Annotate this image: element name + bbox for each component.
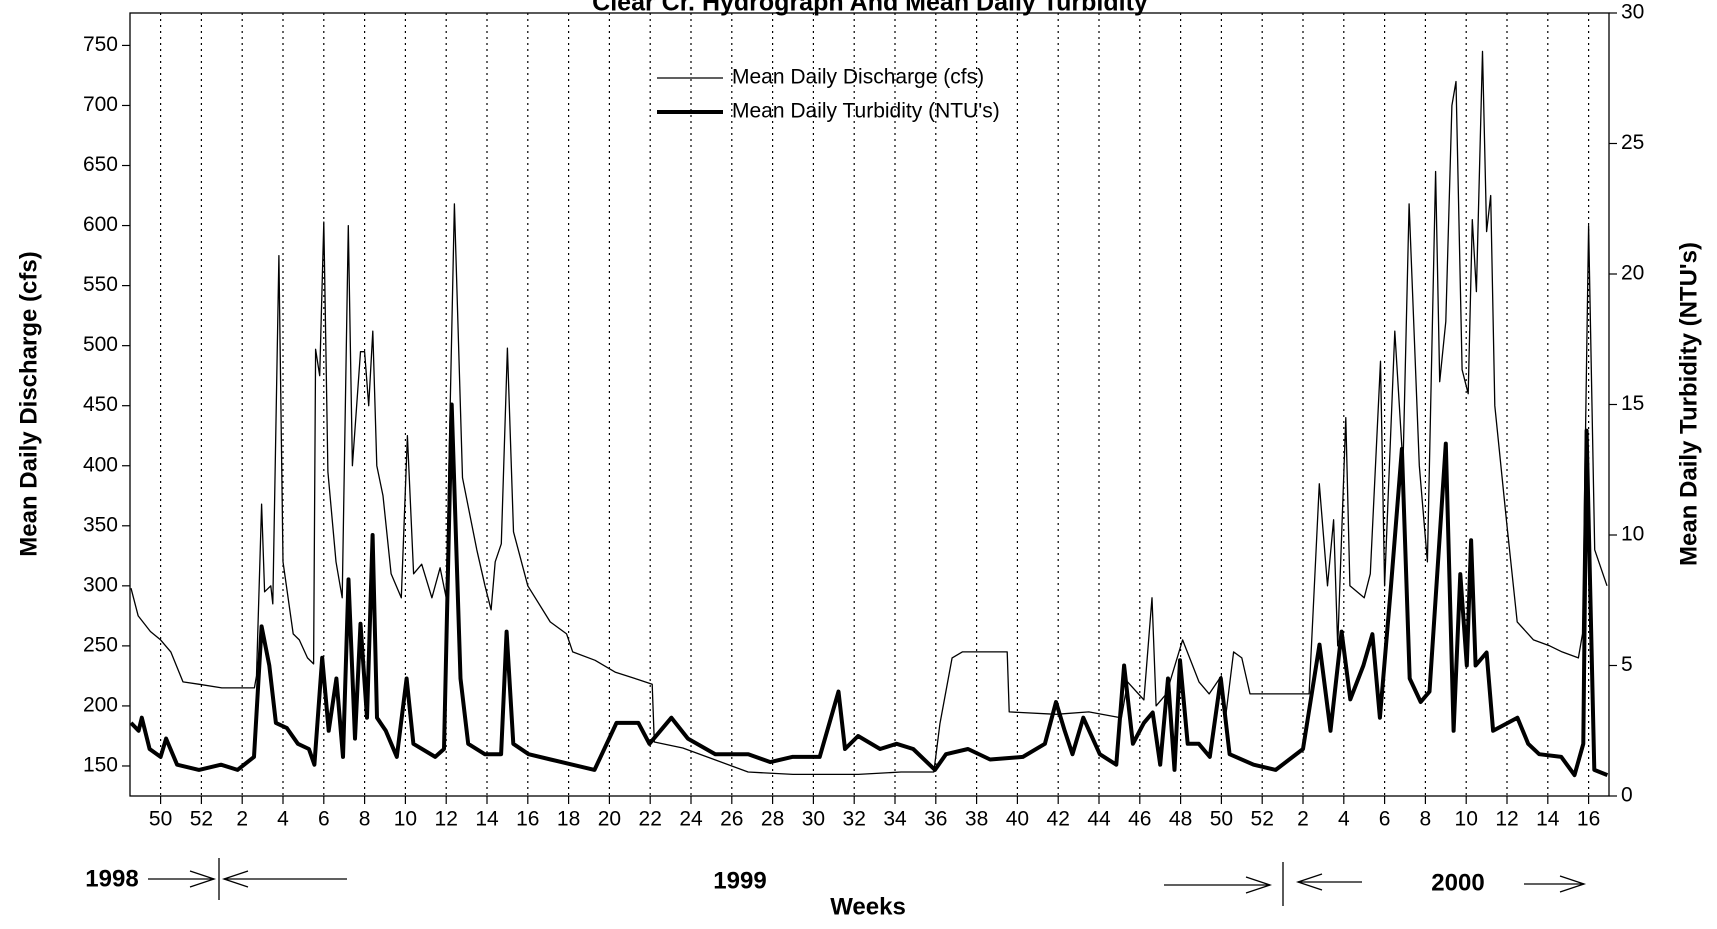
- y-tick-label: 150: [83, 754, 118, 777]
- x-tick-label: 16: [1577, 808, 1600, 831]
- legend-label: Mean Daily Turbidity (NTU's): [732, 100, 1000, 123]
- y-tick-label: 300: [83, 573, 118, 596]
- x-tick-label: 28: [761, 808, 784, 831]
- year-label: 1998: [85, 865, 138, 892]
- y-tick-label: 700: [83, 93, 118, 116]
- x-tick-label: 20: [598, 808, 621, 831]
- x-tick-label: 50: [1210, 808, 1233, 831]
- x-tick-label: 8: [1420, 808, 1432, 831]
- x-tick-label: 8: [359, 808, 371, 831]
- y2-tick-label: 5: [1621, 653, 1633, 676]
- y-tick-label: 750: [83, 33, 118, 56]
- y2-tick-label: 20: [1621, 262, 1644, 285]
- x-tick-label: 36: [924, 808, 947, 831]
- data-line: [130, 50, 1608, 776]
- year-arrows: [148, 858, 1587, 906]
- x-tick-label: 32: [843, 808, 866, 831]
- year-label: 2000: [1431, 869, 1484, 896]
- y-tick-label: 600: [83, 213, 118, 236]
- x-tick-label: 12: [435, 808, 458, 831]
- x-tick-label: 10: [1455, 808, 1478, 831]
- x-tick-label: 2: [1297, 808, 1309, 831]
- y2-tick-label: 0: [1621, 784, 1633, 807]
- y2-tick-label: 25: [1621, 131, 1644, 154]
- y-tick-label: 650: [83, 153, 118, 176]
- x-axis-label: Weeks: [830, 893, 906, 920]
- legend-label: Mean Daily Discharge (cfs): [732, 66, 984, 89]
- y-tick-label: 450: [83, 393, 118, 416]
- year-label: 1999: [713, 867, 766, 894]
- x-tick-label: 44: [1087, 808, 1111, 831]
- x-tick-label: 52: [1251, 808, 1274, 831]
- x-tick-label: 50: [149, 808, 172, 831]
- x-tick-label: 4: [1338, 808, 1350, 831]
- x-tick-label: 40: [1006, 808, 1029, 831]
- y-tick-label: 400: [83, 453, 118, 476]
- y2-tick-label: 15: [1621, 392, 1644, 415]
- y2-tick-label: 30: [1621, 1, 1644, 24]
- x-tick-label: 6: [1379, 808, 1391, 831]
- x-tick-label: 22: [639, 808, 662, 831]
- x-tick-label: 26: [720, 808, 743, 831]
- x-tick-label: 16: [516, 808, 539, 831]
- x-tick-label: 38: [965, 808, 988, 831]
- x-tick-label: 48: [1169, 808, 1192, 831]
- y-tick-label: 200: [83, 693, 118, 716]
- y2-axis-label: Mean Daily Turbidity (NTU's): [1675, 242, 1702, 566]
- x-tick-label: 14: [1536, 808, 1560, 831]
- y-tick-label: 250: [83, 633, 118, 656]
- chart-title: Clear Cr. Hydrograph And Mean Daily Turb…: [592, 0, 1148, 17]
- plot-frame: [129, 12, 1610, 797]
- x-tick-label: 18: [557, 808, 580, 831]
- x-tick-label: 52: [190, 808, 213, 831]
- x-tick-label: 42: [1047, 808, 1070, 831]
- y2-tick-label: 10: [1621, 523, 1644, 546]
- x-tick-label: 14: [475, 808, 499, 831]
- y-axis-label: Mean Daily Discharge (cfs): [15, 251, 42, 556]
- x-tick-label: 30: [802, 808, 825, 831]
- x-tick-label: 24: [679, 808, 703, 831]
- y-tick-label: 550: [83, 273, 118, 296]
- y-tick-label: 350: [83, 513, 118, 536]
- y-tick-label: 500: [83, 333, 118, 356]
- x-tick-label: 46: [1128, 808, 1151, 831]
- data-line: [129, 402, 1609, 778]
- x-tick-label: 2: [236, 808, 248, 831]
- x-tick-label: 10: [394, 808, 417, 831]
- x-tick-label: 12: [1495, 808, 1518, 831]
- x-tick-label: 34: [883, 808, 907, 831]
- x-tick-label: 6: [318, 808, 330, 831]
- x-tick-label: 4: [277, 808, 289, 831]
